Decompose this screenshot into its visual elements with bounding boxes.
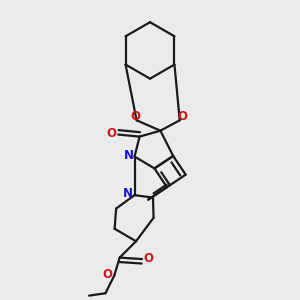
- Text: O: O: [177, 110, 187, 123]
- Text: N: N: [123, 187, 133, 200]
- Text: O: O: [107, 127, 117, 140]
- Text: O: O: [130, 110, 140, 123]
- Text: N: N: [124, 149, 134, 162]
- Text: O: O: [143, 252, 154, 265]
- Text: O: O: [103, 268, 113, 281]
